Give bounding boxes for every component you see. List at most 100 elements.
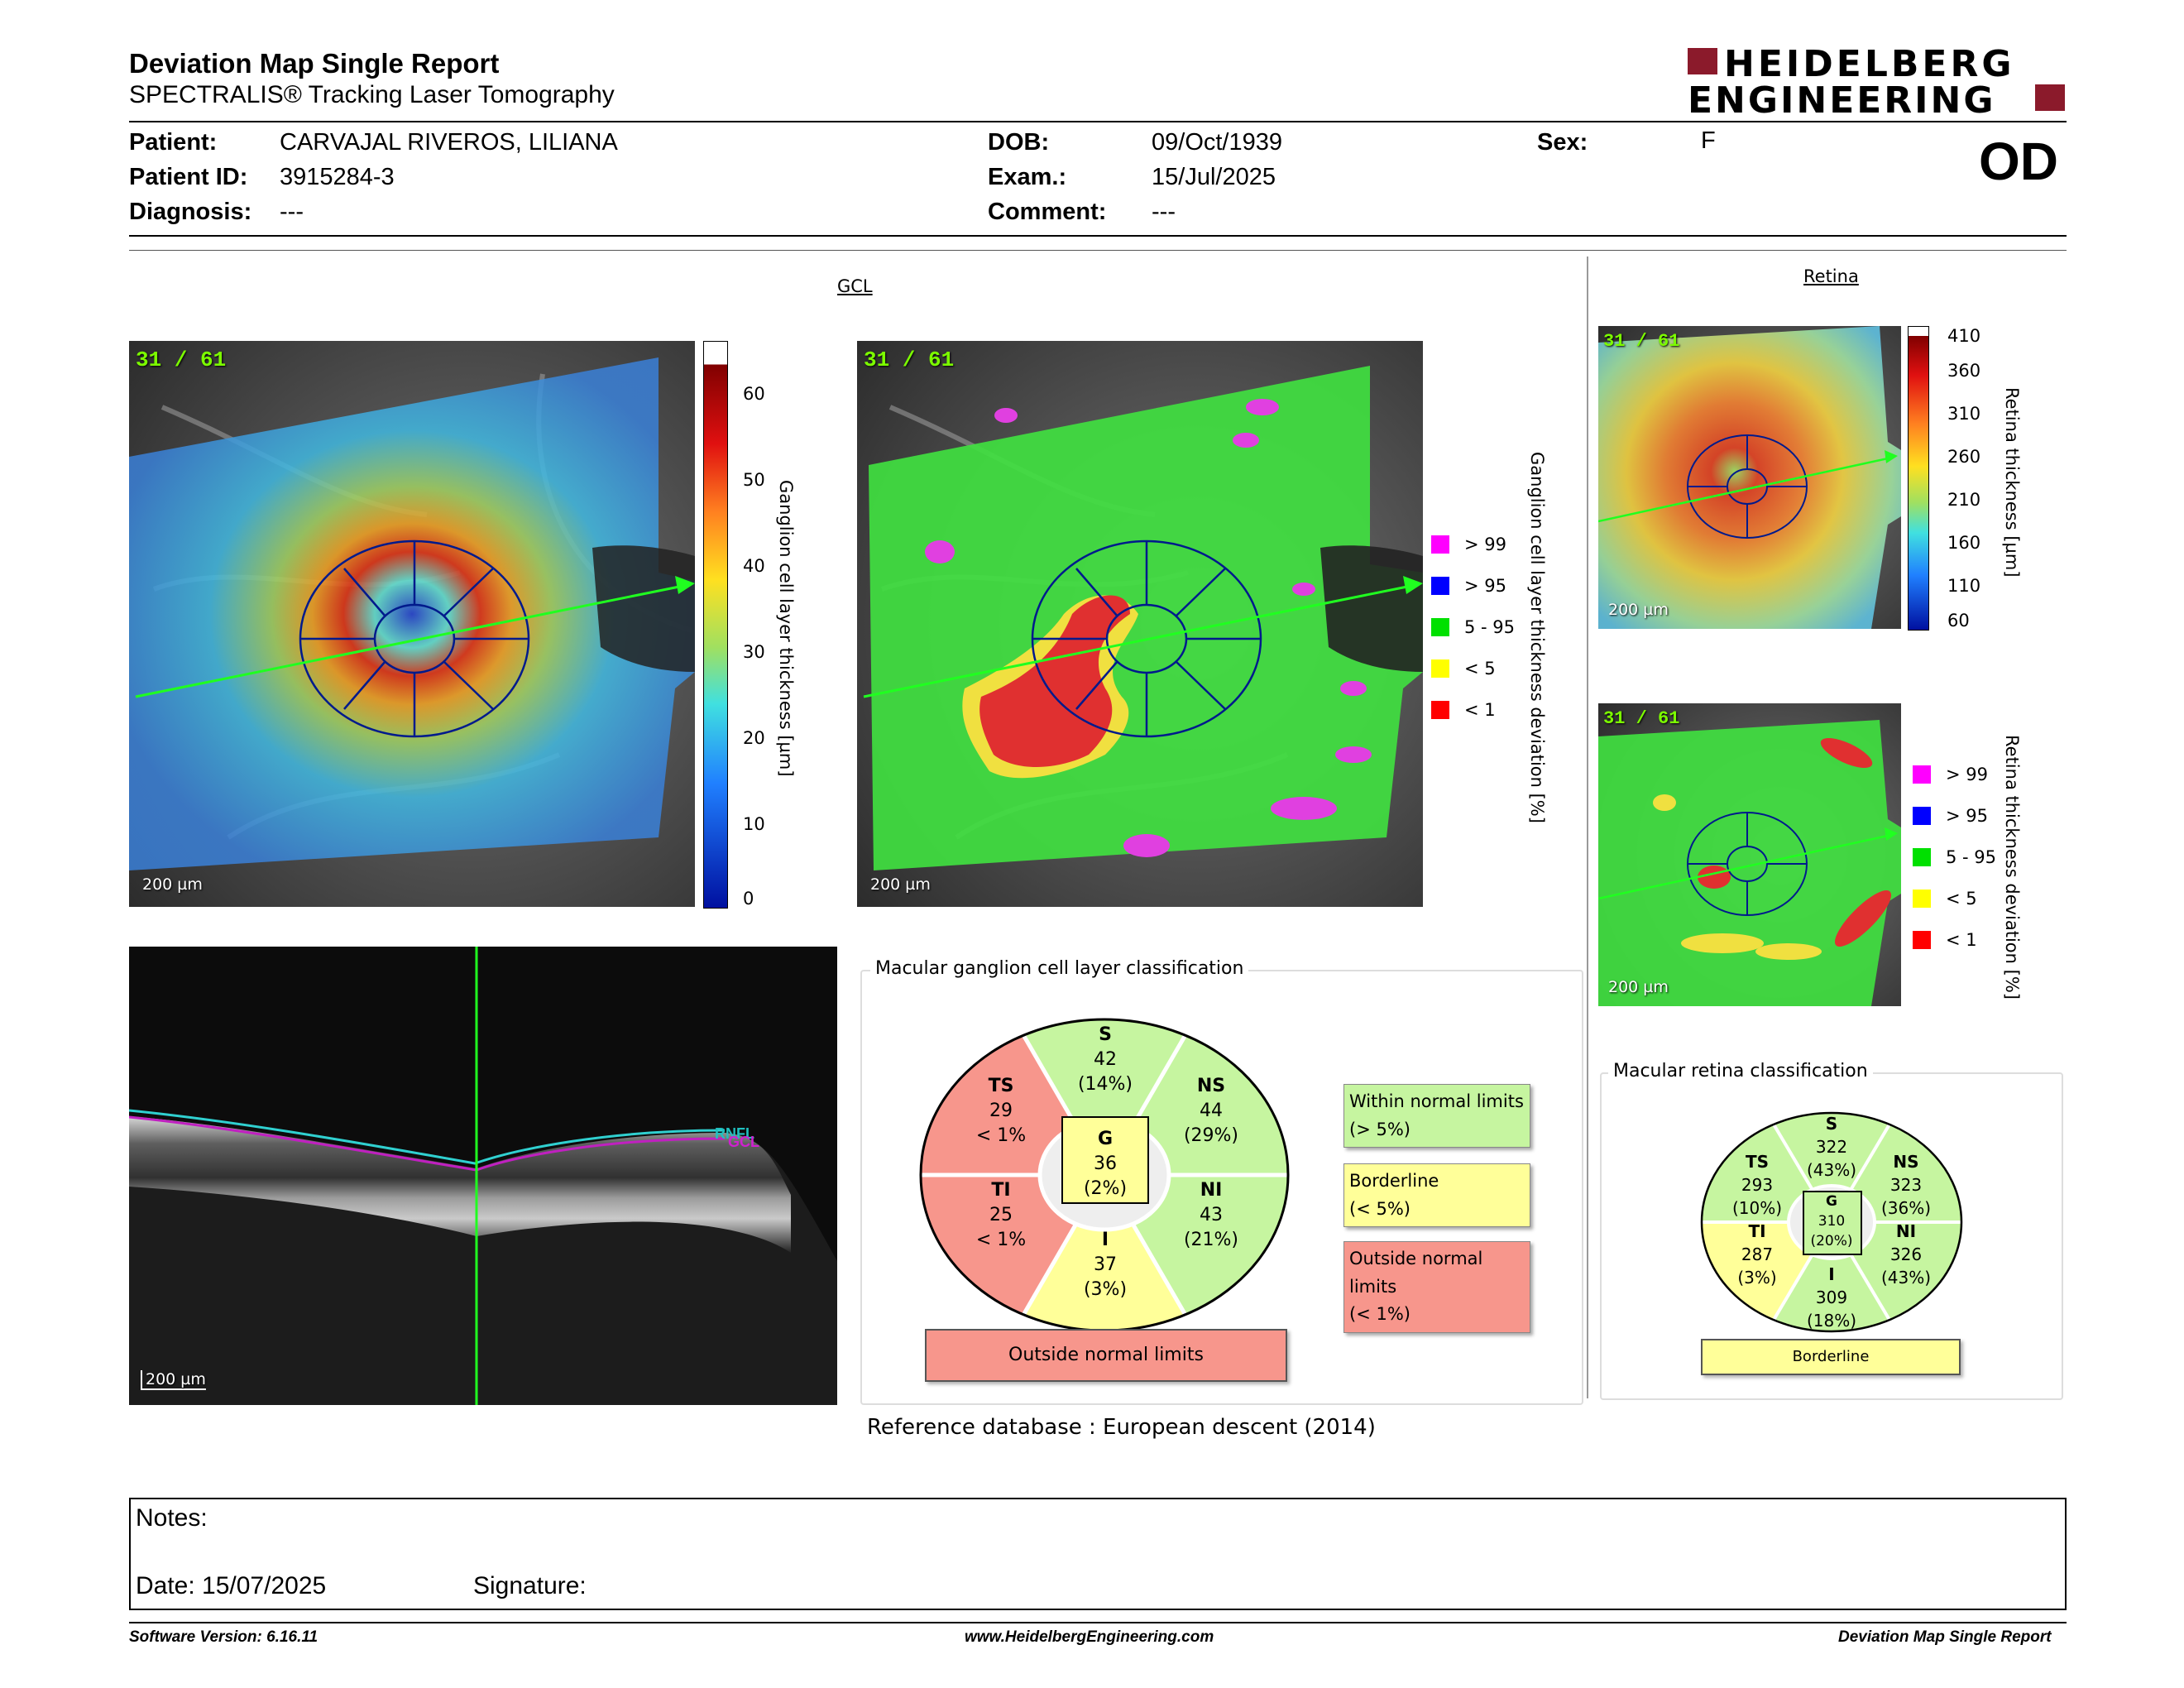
gcl-legend-lt1: < 1: [1431, 700, 1496, 720]
retina-classification-result: Borderline: [1701, 1339, 1961, 1375]
gcl-tick-40: 40: [743, 556, 765, 576]
gcl-deviation-axis-label: Ganglion cell layer thickness deviation …: [1527, 452, 1547, 823]
retina-dev-scale-label: 200 µm: [1608, 978, 1669, 996]
ret-tick-60: 60: [1947, 611, 1970, 631]
gcl-classification-title: Macular ganglion cell layer classificati…: [870, 958, 1249, 979]
retina-dev-frame-label: 31 / 61: [1603, 708, 1680, 729]
ret-sector-g: G 310 (20%): [1810, 1193, 1853, 1249]
legend-within-normal: Within normal limits (> 5%): [1343, 1084, 1530, 1149]
ret-sector-ts: TS 293 (10%): [1731, 1152, 1783, 1218]
ret-tick-410: 410: [1947, 326, 1981, 346]
website-link[interactable]: www.HeidelbergEngineering.com: [965, 1628, 1214, 1646]
retina-thickness-map: 31 / 61 200 µm: [1598, 326, 1901, 629]
report-subtitle: SPECTRALIS® Tracking Laser Tomography: [129, 81, 615, 108]
bscan-scale-label: 200 µm: [141, 1370, 206, 1390]
retina-frame-label: 31 / 61: [1603, 331, 1680, 352]
gcl-thickness-map: 31 / 61 200 µm: [129, 341, 695, 907]
gcl-classification-result: Outside normal limits: [925, 1329, 1287, 1382]
retina-deviation-map: 31 / 61 200 µm: [1598, 703, 1901, 1006]
signature-label: Signature:: [473, 1572, 587, 1599]
diagnosis-label: Diagnosis:: [129, 199, 252, 225]
report-title: Deviation Map Single Report: [129, 48, 500, 79]
gcl-tick-50: 50: [743, 470, 765, 490]
dob-label: DOB:: [988, 129, 1050, 156]
sex-value: F: [1701, 127, 1716, 154]
retina-section-title: Retina: [1803, 266, 1859, 286]
date-label: Date: 15/07/2025: [136, 1572, 327, 1599]
ret-tick-110: 110: [1947, 576, 1981, 596]
ret-legend-lt5: < 5: [1913, 889, 1977, 909]
notes-box[interactable]: Notes: Date: 15/07/2025 Signature:: [129, 1498, 2067, 1610]
rnfl-layer-label: RNFL: [715, 1125, 754, 1142]
ret-sector-ns: NS 323 (36%): [1880, 1152, 1932, 1218]
footer-report-name: Deviation Map Single Report: [1838, 1628, 2052, 1646]
gcl-legend-5-95: 5 - 95: [1431, 617, 1515, 637]
ret-tick-360: 360: [1947, 361, 1981, 381]
gcl-sector-g: G 36 (2%): [1083, 1129, 1128, 1199]
patient-id-label: Patient ID:: [129, 164, 248, 190]
exam-label: Exam.:: [988, 164, 1067, 190]
logo-text-top: HEIDELBERG: [1724, 43, 2015, 85]
gcl-thickness-axis-label: Ganglion cell layer thickness [µm]: [776, 480, 796, 777]
ret-legend-gt99: > 99: [1913, 765, 1988, 784]
ret-tick-210: 210: [1947, 490, 1981, 510]
eye-label: OD: [1979, 132, 2058, 191]
gcl-dev-scale-label: 200 µm: [870, 875, 931, 894]
retina-deviation-axis-label: Retina thickness deviation [%]: [2002, 735, 2022, 1000]
gcl-sector-ts: TS 29 < 1%: [975, 1076, 1027, 1146]
comment-value: ---: [1152, 199, 1176, 225]
comment-label: Comment:: [988, 199, 1107, 225]
exam-value: 15/Jul/2025: [1152, 164, 1276, 190]
software-version: Software Version: 6.16.11: [129, 1628, 318, 1646]
sex-label: Sex:: [1537, 129, 1588, 156]
ret-tick-310: 310: [1947, 404, 1981, 424]
dob-value: 09/Oct/1939: [1152, 129, 1282, 156]
gcl-sector-s: S 42 (14%): [1077, 1024, 1133, 1095]
ret-legend-gt95: > 95: [1913, 806, 1988, 826]
retina-sector-chart: [1700, 1111, 1963, 1333]
ret-sector-ni: NI 326 (43%): [1880, 1221, 1932, 1288]
oct-bscan: RNFL GCL 200 µm: [129, 947, 837, 1405]
ret-sector-i: I 309 (18%): [1806, 1264, 1857, 1331]
gcl-tick-10: 10: [743, 814, 765, 834]
gcl-sector-ti: TI 25 < 1%: [975, 1180, 1027, 1250]
ret-legend-lt1: < 1: [1913, 930, 1977, 950]
gcl-sector-chart: [919, 1018, 1290, 1332]
ret-legend-5-95: 5 - 95: [1913, 847, 1996, 867]
gcl-layer-label: GCL: [728, 1134, 759, 1150]
gcl-legend-gt95: > 95: [1431, 576, 1506, 596]
gcl-legend-gt99: > 99: [1431, 535, 1506, 554]
patient-name-label: Patient:: [129, 129, 218, 156]
legend-outside-normal: Outside normal limits (< 1%): [1343, 1241, 1530, 1333]
gcl-tick-60: 60: [743, 384, 765, 404]
legend-borderline: Borderline (< 5%): [1343, 1163, 1530, 1228]
gcl-sector-ns: NS 44 (29%): [1183, 1076, 1239, 1146]
gcl-scale-label: 200 µm: [142, 875, 203, 894]
notes-label: Notes:: [136, 1504, 208, 1532]
ret-tick-160: 160: [1947, 533, 1981, 553]
gcl-tick-0: 0: [743, 889, 754, 909]
gcl-section-title: GCL: [837, 276, 873, 296]
logo-text-bottom: ENGINEERING: [1688, 79, 1996, 122]
gcl-frame-label: 31 / 61: [136, 348, 227, 372]
ret-tick-260: 260: [1947, 447, 1981, 467]
retina-thickness-axis-label: Retina thickness [µm]: [2002, 387, 2022, 578]
gcl-dev-frame-label: 31 / 61: [864, 348, 955, 372]
ret-sector-s: S 322 (43%): [1806, 1114, 1857, 1180]
gcl-tick-30: 30: [743, 642, 765, 662]
gcl-legend-lt5: < 5: [1431, 659, 1496, 679]
ret-sector-ti: TI 287 (3%): [1737, 1221, 1777, 1288]
gcl-tick-20: 20: [743, 728, 765, 748]
diagnosis-value: ---: [280, 199, 304, 225]
gcl-sector-i: I 37 (3%): [1083, 1230, 1128, 1300]
gcl-thickness-colorbar: [703, 341, 728, 909]
retina-thickness-colorbar: [1908, 326, 1929, 631]
patient-name: CARVAJAL RIVEROS, LILIANA: [280, 129, 618, 156]
retina-classification-title: Macular retina classification: [1608, 1061, 1873, 1081]
gcl-deviation-map: 31 / 61 200 µm: [857, 341, 1423, 907]
retina-scale-label: 200 µm: [1608, 601, 1669, 619]
heidelberg-logo: HEIDELBERG ENGINEERING: [1688, 43, 2068, 122]
patient-id: 3915284-3: [280, 164, 395, 190]
gcl-sector-ni: NI 43 (21%): [1183, 1180, 1239, 1250]
reference-database: Reference database : European descent (2…: [867, 1415, 1376, 1440]
